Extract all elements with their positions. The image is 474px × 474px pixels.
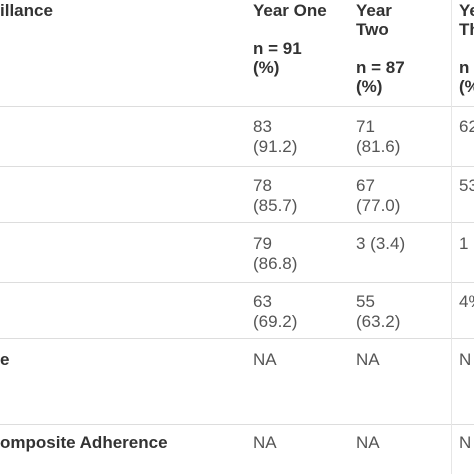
- header-year-three-n: n: [459, 58, 470, 77]
- header-year-one-pct: (%): [253, 58, 280, 77]
- row1-year-one-count: 83: [253, 117, 272, 136]
- row1-year-three: 62: [459, 117, 474, 136]
- row-divider: [0, 282, 474, 283]
- row3-year-three: 1: [459, 234, 469, 253]
- row5-year-three: N: [459, 350, 472, 369]
- row1-year-two-pct: (81.6): [356, 137, 401, 156]
- header-year-one-n: n = 91: [253, 39, 302, 58]
- header-year-three-line2: Th: [459, 20, 474, 39]
- header-year-three-pct: (%: [459, 77, 474, 96]
- row6-year-two: NA: [356, 433, 380, 452]
- row2-year-two-pct: (77.0): [356, 196, 401, 215]
- row-divider: [0, 222, 474, 223]
- header-year-two-line2: Two: [356, 20, 389, 39]
- column-divider: [451, 0, 452, 474]
- row-divider: [0, 424, 474, 425]
- header-year-three-line1: Ye: [459, 1, 474, 20]
- row4-year-one-count: 63: [253, 292, 272, 311]
- row5-year-two: NA: [356, 350, 380, 369]
- row3-year-two-count: 3 (3.4): [356, 234, 406, 253]
- header-year-one: Year One: [253, 1, 327, 20]
- row3-year-one-count: 79: [253, 234, 272, 253]
- row1-year-one-pct: (91.2): [253, 137, 298, 156]
- row6-label: omposite Adherence: [0, 433, 168, 452]
- row4-year-two-count: 55: [356, 292, 375, 311]
- row4-year-two-pct: (63.2): [356, 312, 401, 331]
- row-divider: [0, 106, 474, 107]
- row4-year-three: 4%: [459, 292, 474, 311]
- row-divider: [0, 338, 474, 339]
- row4-year-one-pct: (69.2): [253, 312, 298, 331]
- row2-year-two-count: 67: [356, 176, 375, 195]
- row5-year-one: NA: [253, 350, 277, 369]
- header-year-two-n: n = 87: [356, 58, 405, 77]
- row1-year-two-count: 71: [356, 117, 375, 136]
- row3-year-one-pct: (86.8): [253, 254, 298, 273]
- header-year-two-line1: Year: [356, 1, 392, 20]
- row2-year-three: 53: [459, 176, 474, 195]
- row6-year-one: NA: [253, 433, 277, 452]
- row-divider: [0, 166, 474, 167]
- row5-label: e: [0, 350, 10, 369]
- header-year-two-pct: (%): [356, 77, 383, 96]
- row6-year-three: N: [459, 433, 472, 452]
- header-surveillance: illance: [0, 1, 53, 20]
- row2-year-one-count: 78: [253, 176, 272, 195]
- row2-year-one-pct: (85.7): [253, 196, 298, 215]
